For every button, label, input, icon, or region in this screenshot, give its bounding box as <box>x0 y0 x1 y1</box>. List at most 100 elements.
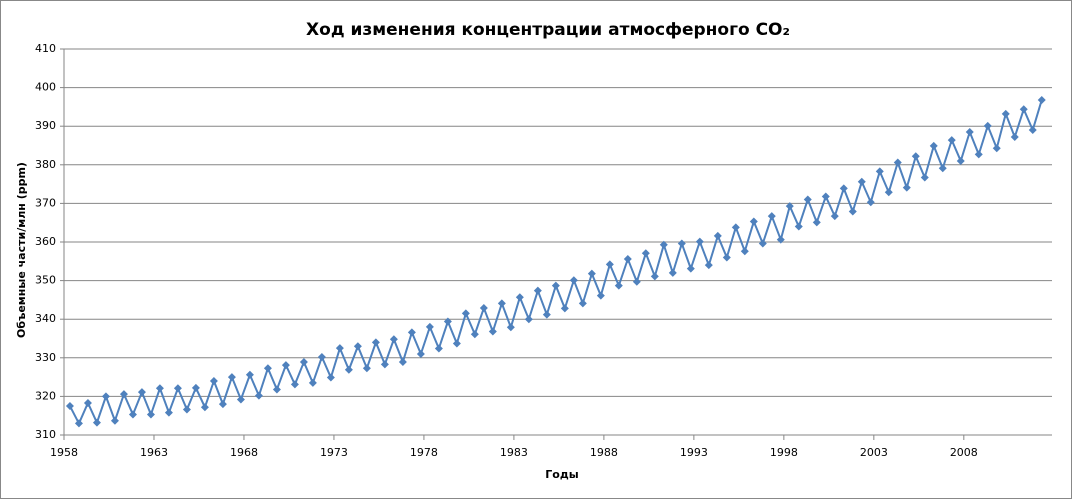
data-point <box>740 247 749 256</box>
data-point <box>344 365 353 374</box>
data-point <box>1019 105 1028 114</box>
data-point <box>65 402 74 411</box>
y-tick-label: 360 <box>35 235 56 248</box>
data-point <box>785 202 794 211</box>
data-point <box>128 410 137 419</box>
data-point <box>164 408 173 417</box>
data-point <box>416 349 425 358</box>
data-point <box>767 212 776 221</box>
data-point <box>227 373 236 382</box>
data-point <box>263 364 272 373</box>
data-point <box>335 344 344 353</box>
data-point <box>938 164 947 173</box>
data-point <box>668 268 677 277</box>
data-point <box>137 388 146 397</box>
x-tick-label: 1963 <box>140 446 168 459</box>
data-point <box>731 223 740 232</box>
data-point <box>947 136 956 145</box>
data-point <box>911 152 920 161</box>
data-point <box>677 239 686 248</box>
data-point <box>119 390 128 399</box>
y-tick-label: 350 <box>35 274 56 287</box>
data-point <box>623 254 632 263</box>
data-point <box>200 403 209 412</box>
data-point <box>362 364 371 373</box>
data-point <box>974 150 983 159</box>
data-point <box>893 158 902 167</box>
data-point <box>461 309 470 318</box>
data-point <box>209 376 218 385</box>
data-point <box>749 217 758 226</box>
x-tick-label: 2008 <box>950 446 978 459</box>
data-point <box>452 339 461 348</box>
y-tick-label: 330 <box>35 351 56 364</box>
data-point <box>659 240 668 249</box>
data-point <box>551 281 560 290</box>
y-tick-label: 310 <box>35 428 56 441</box>
data-point <box>920 173 929 182</box>
data-point <box>434 344 443 353</box>
data-point <box>272 385 281 394</box>
data-point <box>254 391 263 400</box>
data-point <box>83 398 92 407</box>
data-point <box>155 384 164 393</box>
data-point <box>983 121 992 130</box>
data-point <box>173 384 182 393</box>
data-point <box>1010 133 1019 142</box>
data-point <box>578 299 587 308</box>
data-point <box>839 184 848 193</box>
data-point <box>713 231 722 240</box>
data-point <box>218 400 227 409</box>
x-tick-label: 1993 <box>680 446 708 459</box>
data-point <box>497 299 506 308</box>
data-point <box>884 188 893 197</box>
data-point <box>875 167 884 176</box>
data-point <box>830 212 839 221</box>
x-tick-label: 1958 <box>50 446 78 459</box>
data-point <box>704 261 713 270</box>
y-tick-label: 340 <box>35 312 56 325</box>
y-tick-label: 400 <box>35 81 56 94</box>
x-tick-label: 1998 <box>770 446 798 459</box>
data-point <box>965 127 974 136</box>
data-point <box>812 218 821 227</box>
data-point <box>299 358 308 367</box>
data-point <box>425 322 434 331</box>
data-point <box>929 141 938 150</box>
y-tick-label: 370 <box>35 196 56 209</box>
data-point <box>326 373 335 382</box>
data-point <box>569 276 578 285</box>
data-point <box>101 392 110 401</box>
data-point <box>515 293 524 302</box>
data-point <box>146 410 155 419</box>
data-point <box>92 418 101 427</box>
data-point <box>686 264 695 273</box>
x-tick-label: 1978 <box>410 446 438 459</box>
x-tick-label: 1968 <box>230 446 258 459</box>
data-point <box>443 317 452 326</box>
data-point <box>488 327 497 336</box>
data-point <box>74 419 83 428</box>
y-tick-label: 410 <box>35 42 56 55</box>
data-point <box>857 177 866 186</box>
data-point <box>650 272 659 281</box>
data-point <box>542 310 551 319</box>
data-point <box>191 383 200 392</box>
data-point <box>506 323 515 332</box>
x-axis-title: Годы <box>545 468 578 481</box>
data-point <box>695 237 704 246</box>
data-point <box>533 286 542 295</box>
data-point <box>398 358 407 367</box>
data-point <box>758 239 767 248</box>
data-point <box>596 291 605 300</box>
data-point <box>722 253 731 262</box>
x-tick-label: 1983 <box>500 446 528 459</box>
data-point <box>902 183 911 192</box>
x-tick-label: 1988 <box>590 446 618 459</box>
data-point <box>803 195 812 204</box>
data-point <box>479 304 488 313</box>
data-point <box>389 335 398 344</box>
x-tick-label: 2003 <box>860 446 888 459</box>
